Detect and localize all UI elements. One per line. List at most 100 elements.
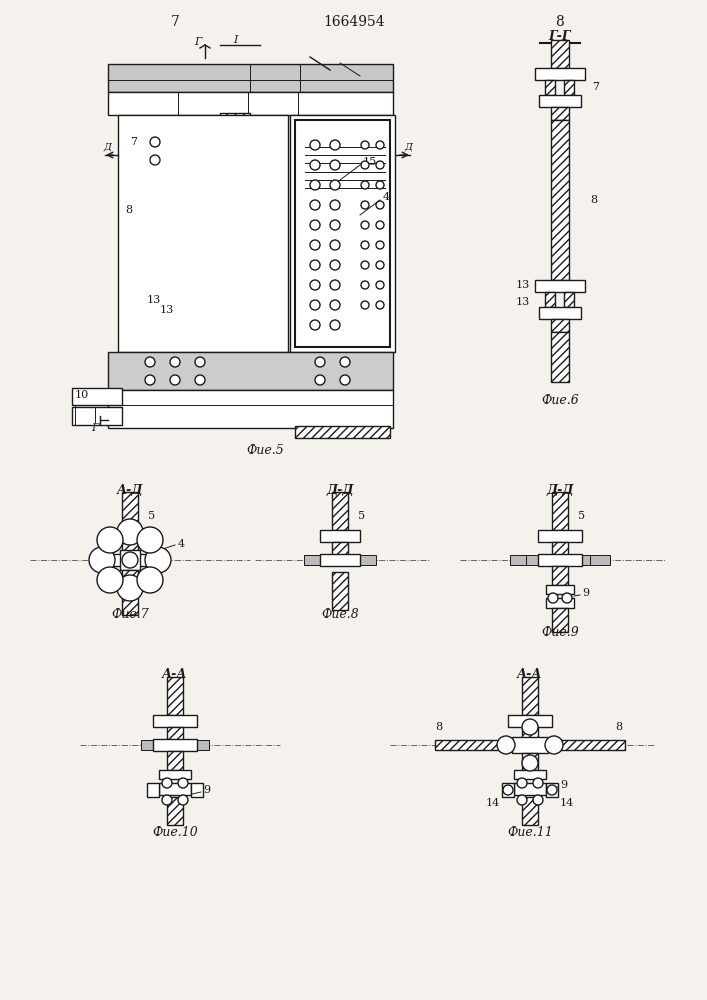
Text: Г-Г: Г-Г: [549, 30, 571, 43]
Circle shape: [361, 161, 369, 169]
Circle shape: [145, 547, 171, 573]
Bar: [295, 120, 390, 347]
Circle shape: [361, 301, 369, 309]
Bar: [332, 542, 348, 556]
Circle shape: [97, 527, 123, 553]
Bar: [514, 770, 546, 779]
Text: 9: 9: [203, 785, 210, 795]
Text: 14: 14: [560, 798, 574, 808]
Bar: [538, 554, 582, 566]
Circle shape: [533, 778, 543, 788]
Bar: [552, 608, 568, 632]
Circle shape: [89, 547, 115, 573]
Bar: [320, 554, 360, 566]
Bar: [512, 737, 548, 753]
Circle shape: [533, 795, 543, 805]
Bar: [535, 68, 585, 80]
Bar: [108, 352, 393, 390]
Circle shape: [310, 260, 320, 270]
Text: 13: 13: [515, 280, 530, 290]
Bar: [332, 572, 348, 610]
Circle shape: [517, 795, 527, 805]
Bar: [191, 783, 203, 797]
Circle shape: [330, 220, 340, 230]
Bar: [108, 64, 393, 92]
Circle shape: [522, 719, 538, 735]
Circle shape: [361, 201, 369, 209]
Circle shape: [150, 137, 160, 147]
Text: 9: 9: [582, 588, 589, 598]
Bar: [167, 751, 183, 770]
Circle shape: [310, 160, 320, 170]
Bar: [153, 715, 197, 727]
Bar: [545, 292, 555, 307]
Circle shape: [150, 155, 160, 165]
Circle shape: [97, 567, 123, 593]
Bar: [153, 739, 197, 751]
Bar: [354, 555, 376, 565]
Circle shape: [137, 527, 163, 553]
Circle shape: [497, 736, 515, 754]
Bar: [290, 115, 395, 352]
Text: 13: 13: [515, 297, 530, 307]
Bar: [551, 120, 569, 280]
Circle shape: [310, 180, 320, 190]
Bar: [551, 332, 569, 382]
Circle shape: [376, 161, 384, 169]
Bar: [551, 107, 569, 120]
Circle shape: [330, 320, 340, 330]
Bar: [167, 797, 183, 825]
Text: 15: 15: [363, 157, 378, 167]
Bar: [108, 390, 393, 428]
Bar: [574, 555, 594, 565]
Circle shape: [170, 357, 180, 367]
Text: Фие.8: Фие.8: [321, 608, 359, 621]
Text: Фие.10: Фие.10: [152, 826, 198, 838]
Circle shape: [310, 240, 320, 250]
Text: 5: 5: [578, 511, 585, 521]
Bar: [332, 492, 348, 530]
Bar: [122, 570, 138, 615]
Circle shape: [330, 240, 340, 250]
Circle shape: [361, 141, 369, 149]
Bar: [120, 550, 140, 570]
Bar: [108, 92, 393, 115]
Bar: [552, 542, 568, 556]
Circle shape: [310, 320, 320, 330]
Text: 4: 4: [178, 539, 185, 549]
Bar: [552, 566, 568, 585]
Text: 14: 14: [486, 798, 500, 808]
Circle shape: [361, 241, 369, 249]
Bar: [147, 783, 159, 797]
Circle shape: [330, 300, 340, 310]
Bar: [522, 727, 538, 742]
Circle shape: [376, 261, 384, 269]
Circle shape: [376, 221, 384, 229]
Circle shape: [330, 140, 340, 150]
Circle shape: [315, 375, 325, 385]
Bar: [539, 95, 581, 107]
Text: Г: Г: [91, 423, 99, 433]
Circle shape: [178, 778, 188, 788]
Circle shape: [117, 575, 143, 601]
Bar: [138, 554, 168, 566]
Bar: [159, 770, 191, 779]
Text: Фие.5: Фие.5: [246, 444, 284, 456]
Circle shape: [195, 357, 205, 367]
Text: Фие.7: Фие.7: [111, 608, 149, 621]
Circle shape: [376, 181, 384, 189]
Text: Фие.11: Фие.11: [507, 826, 553, 838]
Bar: [552, 492, 568, 530]
Text: Фие.9: Фие.9: [541, 626, 579, 639]
Bar: [118, 115, 288, 352]
Circle shape: [361, 261, 369, 269]
Circle shape: [122, 552, 138, 568]
Bar: [72, 388, 122, 405]
Circle shape: [330, 200, 340, 210]
Circle shape: [145, 357, 155, 367]
Circle shape: [376, 201, 384, 209]
Bar: [546, 585, 574, 594]
Bar: [514, 783, 546, 795]
Bar: [546, 598, 574, 608]
Bar: [295, 426, 390, 438]
